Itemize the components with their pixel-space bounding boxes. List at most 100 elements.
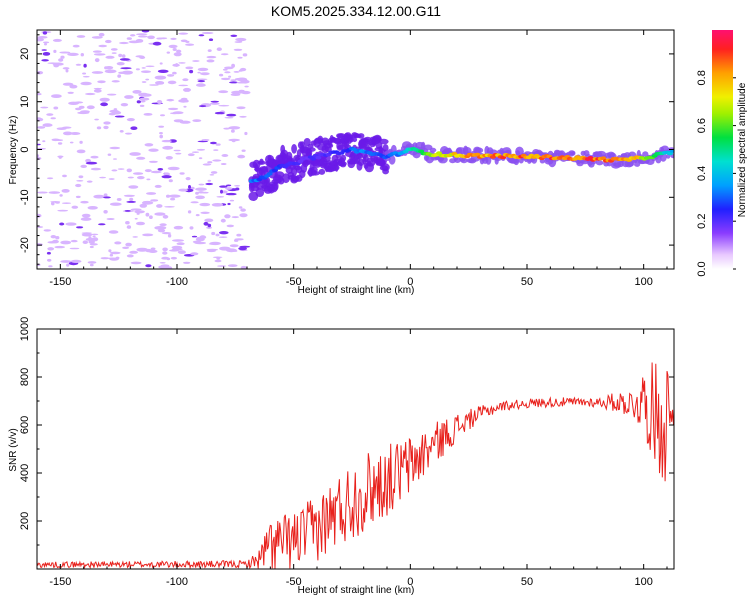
spectrogram-noise-speck [100, 102, 108, 107]
spectrogram-noise-speck [132, 236, 138, 238]
spectrogram-x-tick-label: 50 [521, 276, 533, 288]
spectrogram-noise-speck [70, 259, 82, 263]
spectrogram-noise-speck [162, 145, 174, 150]
spectrogram-ridge-halo [274, 171, 285, 179]
spectrogram-noise-speck [75, 63, 82, 66]
spectrogram-noise-speck [47, 247, 55, 251]
spectrogram-noise-speck [233, 71, 240, 73]
spectrogram-noise-speck [229, 81, 239, 84]
spectrogram-noise-speck [196, 78, 208, 81]
spectrogram-noise-speck [103, 125, 109, 130]
spectrogram-noise-speck [76, 226, 84, 229]
spectrogram-noise-speck [129, 250, 139, 254]
snr-frame [36, 328, 675, 570]
spectrogram-noise-speck [239, 213, 248, 218]
spectrogram-noise-speck [196, 148, 206, 151]
spectrogram-noise-speck [149, 215, 153, 219]
spectrogram-noise-speck [179, 172, 185, 175]
colorbar-label: Normalized spectral amplitude [737, 82, 748, 217]
spectrogram-noise-speck [175, 152, 182, 155]
spectrogram-noise-speck [160, 114, 165, 117]
spectrogram-noise-speck [47, 177, 54, 180]
spectrogram-noise-speck [81, 233, 93, 237]
spectrogram-noise-speck [215, 233, 220, 237]
spectrogram-noise-speck [197, 80, 206, 83]
snr-series-line [37, 362, 674, 569]
spectrogram-noise-speck [144, 169, 152, 173]
spectrogram-noise-speck [150, 247, 156, 251]
spectrogram-noise-speck [137, 176, 145, 180]
spectrogram-noise-speck [140, 100, 146, 103]
spectrogram-noise-speck [187, 210, 192, 214]
spectrogram-noise-speck [108, 230, 119, 234]
spectrogram-ridge-core [669, 149, 674, 153]
spectrogram-noise-speck [117, 168, 125, 170]
spectrogram-noise-speck [244, 85, 249, 88]
spectrogram-noise-speck [223, 127, 231, 130]
spectrogram-noise-speck [192, 60, 200, 62]
spectrogram-noise-speck [218, 104, 230, 107]
spectrogram-noise-speck [171, 245, 183, 249]
spectrogram-noise-speck [164, 206, 175, 208]
spectrogram-noise-speck [139, 56, 146, 59]
spectrogram-noise-speck [52, 38, 62, 42]
spectrogram-noise-speck [159, 262, 166, 264]
spectrogram-noise-speck [209, 102, 220, 105]
spectrogram-noise-speck [113, 108, 118, 111]
spectrogram-ridge-halo [291, 144, 297, 154]
spectrogram-noise-speck [79, 140, 83, 144]
figure-title: KOM5.2025.334.12.00.G11 [271, 3, 441, 19]
spectrogram-noise-speck [170, 37, 177, 41]
spectrogram-noise-speck [115, 256, 120, 260]
spectrogram-noise-speck [114, 115, 125, 118]
spectrogram-noise-speck [82, 75, 90, 78]
spectrogram-noise-speck [121, 54, 126, 58]
spectrogram-noise-speck [172, 63, 180, 67]
spectrogram-noise-speck [182, 78, 189, 82]
spectrogram-noise-speck [244, 131, 248, 136]
snr-y-tick-label: 1000 [19, 317, 31, 341]
spectrogram-noise-speck [80, 200, 89, 204]
snr-marks [37, 362, 674, 569]
spectrogram-noise-speck [113, 158, 117, 160]
spectrogram-noise-speck [41, 49, 47, 51]
spectrogram-noise-speck [145, 264, 152, 268]
spectrogram-noise-speck [143, 113, 153, 116]
spectrogram-noise-speck [87, 206, 98, 210]
spectrogram-noise-speck [205, 182, 214, 186]
spectrogram-noise-speck [141, 30, 150, 33]
spectrogram-noise-speck [165, 156, 173, 160]
spectrogram-noise-speck [178, 188, 188, 192]
spectrogram-noise-speck [212, 256, 223, 259]
spectrogram-noise-speck [210, 171, 218, 174]
spectrogram-noise-speck [117, 74, 122, 78]
spectrogram-noise-speck [103, 193, 108, 197]
spectrogram-noise-speck [154, 75, 167, 80]
spectrogram-noise-speck [80, 217, 92, 221]
spectrogram-noise-speck [37, 213, 42, 218]
spectrogram-noise-speck [161, 232, 172, 235]
spectrogram-noise-speck [197, 67, 209, 72]
spectrogram-noise-speck [216, 257, 221, 260]
spectrogram-noise-speck [69, 132, 81, 135]
spectrogram-noise-speck [157, 228, 166, 233]
spectrogram-noise-speck [212, 159, 222, 162]
spectrogram-noise-speck [159, 223, 167, 227]
spectrogram-noise-speck [104, 69, 117, 74]
spectrogram-noise-speck [69, 141, 74, 144]
spectrogram-noise-speck [185, 43, 195, 46]
spectrogram-noise-speck [237, 154, 246, 159]
spectrogram-noise-speck [231, 63, 236, 68]
spectrogram-noise-speck [180, 97, 188, 101]
spectrogram-noise-speck [114, 241, 122, 245]
spectrogram-noise-speck [91, 233, 99, 236]
spectrogram-noise-speck [167, 74, 175, 77]
spectrogram-noise-speck [222, 68, 228, 71]
colorbar-tick-label: 0.2 [696, 214, 708, 229]
spectrogram-noise-speck [80, 164, 87, 168]
spectrogram-noise-speck [148, 148, 159, 152]
spectrogram-noise-speck [69, 247, 80, 250]
spectrogram-noise-speck [240, 265, 247, 269]
spectrogram-noise-speck [139, 97, 150, 101]
spectrogram-noise-speck [126, 200, 137, 203]
